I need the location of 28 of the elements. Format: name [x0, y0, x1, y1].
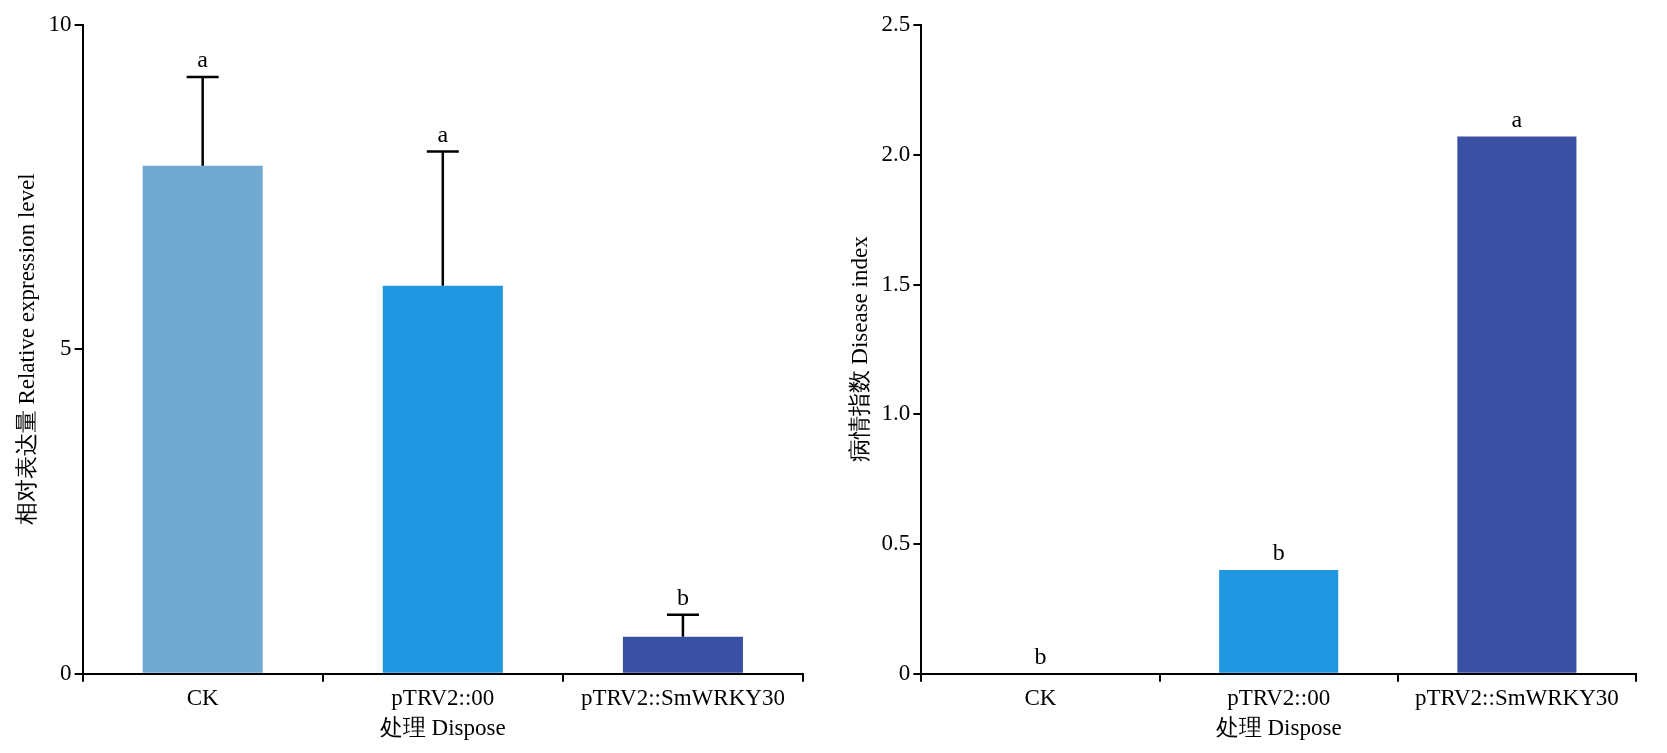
y-tick-label: 5 — [60, 335, 72, 361]
x-tick-label: pTRV2::SmWRKY30 — [1414, 684, 1619, 710]
annotation: b — [676, 584, 689, 611]
bar — [382, 285, 503, 673]
x-tick-label: CK — [1024, 684, 1057, 710]
y-axis-title: 相对表达量 Relative expression level — [13, 173, 39, 526]
x-axis-title: 处理 Dispose — [1215, 715, 1342, 741]
bar — [622, 636, 743, 673]
x-tick-label: pTRV2::00 — [1227, 684, 1331, 710]
y-tick-label: 1.0 — [881, 400, 911, 426]
y-tick-label: 0.5 — [881, 530, 911, 556]
y-tick-label: 2.0 — [881, 140, 911, 166]
x-tick-label: CK — [186, 684, 220, 710]
y-tick-label: 0 — [898, 659, 911, 685]
annotation: a — [437, 120, 449, 147]
x-tick-label: pTRV2::SmWRKY30 — [580, 684, 785, 710]
y-tick-label: 0 — [60, 659, 72, 685]
y-tick-label: 10 — [48, 11, 72, 37]
annotation: b — [1272, 539, 1285, 566]
x-axis-title: 处理 Dispose — [379, 715, 506, 741]
bar — [142, 165, 263, 673]
annotation: a — [197, 46, 209, 73]
annotation: b — [1034, 643, 1047, 670]
y-axis-title: 病情指数 Disease index — [846, 235, 872, 463]
y-tick-label: 2.5 — [881, 11, 911, 37]
x-tick-label: pTRV2::00 — [391, 684, 495, 710]
y-tick-label: 1.5 — [881, 270, 911, 296]
annotation: a — [1511, 105, 1523, 132]
